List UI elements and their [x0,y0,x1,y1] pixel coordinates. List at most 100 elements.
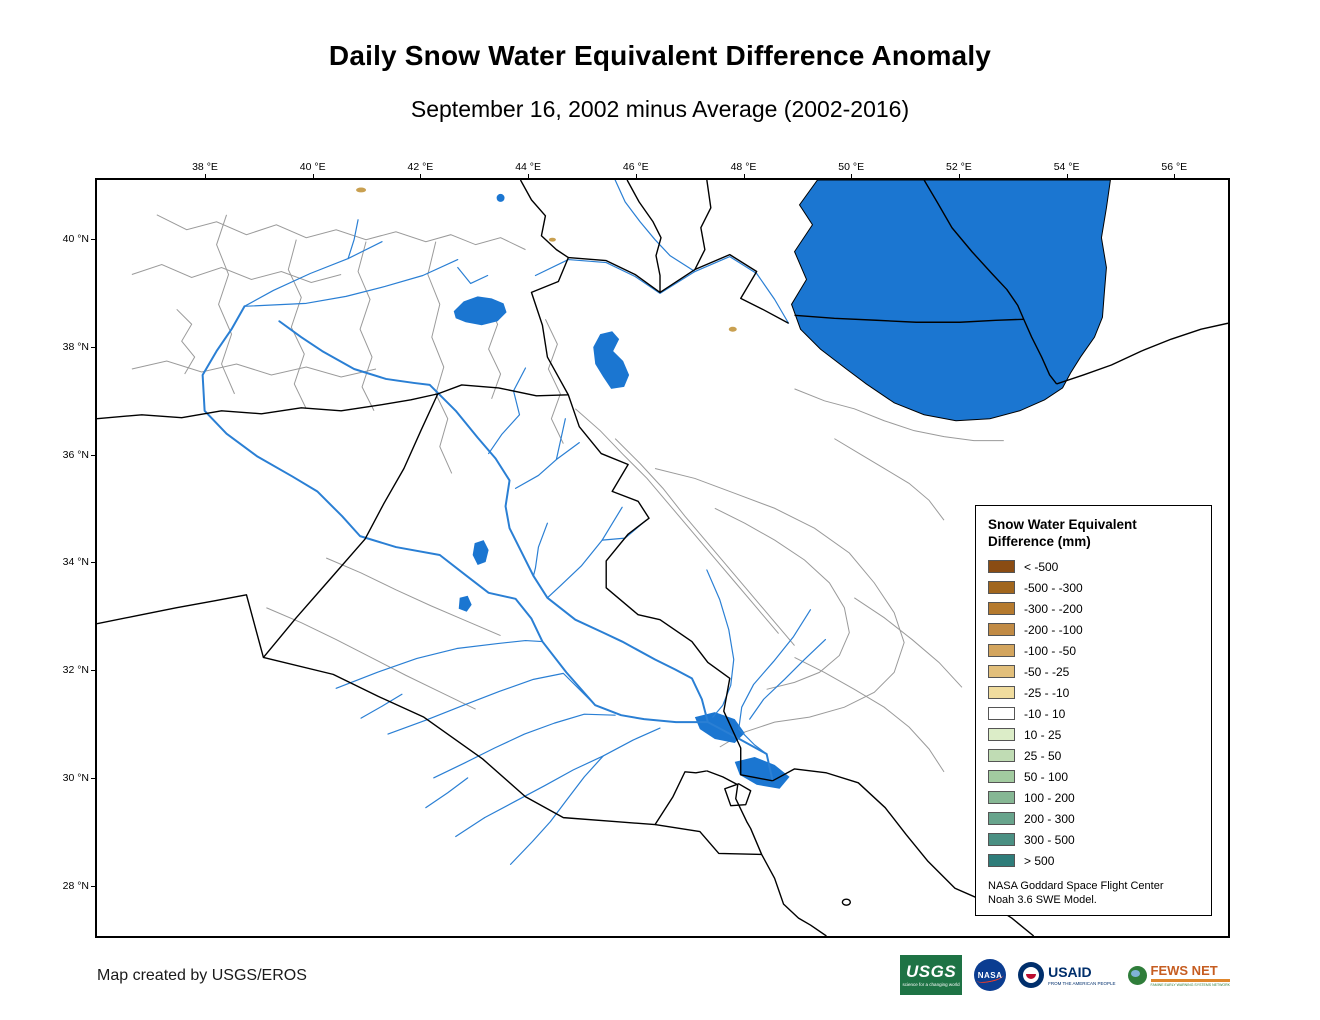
lon-tick-label: 50 °E [838,161,865,173]
legend-label: > 500 [1024,853,1055,868]
lat-tick-mark [91,885,97,887]
lon-tick-label: 48 °E [730,161,757,173]
legend-entry: -100 - -50 [988,640,1203,661]
lon-tick-mark [312,174,314,180]
lat-tick-mark [91,239,97,240]
legend-label: < -500 [1024,559,1059,574]
legend-swatch [988,686,1015,699]
legend-swatch [988,581,1015,594]
page-subtitle: September 16, 2002 minus Average (2002-2… [410,96,910,122]
lat-tick-label: 28 °N [62,879,89,892]
usgs-logo: USGS science for a changing world [900,955,963,995]
lat-tick-label: 40 °N [62,233,89,245]
usaid-logo: USAID FROM THE AMERICAN PEOPLE [1018,962,1116,988]
lon-tick-mark [958,174,960,180]
legend-label: 200 - 300 [1024,811,1075,826]
legend-entry: -300 - -200 [988,598,1203,619]
map-frame: Snow Water Equivalent Difference (mm) < … [63,161,1230,938]
legend-title-line1: Snow Water Equivalent [988,517,1137,532]
legend-swatch [988,854,1015,867]
legend-label: 100 - 200 [1024,790,1075,805]
legend-entry: -500 - -300 [988,577,1203,598]
legend-entry: -50 - -25 [988,661,1203,682]
fews-net-logo: FEWS NET FAMINE EARLY WARNING SYSTEMS NE… [1127,962,1230,987]
usgs-logo-text: USGS [905,961,957,981]
footer-logos: USGS science for a changing world NASA U… [900,955,1230,995]
nasa-logo: NASA [974,959,1007,991]
lon-tick-label: 38 °E [192,161,218,173]
nasa-logo-text: NASA [977,970,1003,980]
legend-swatch [988,833,1015,846]
legend-swatch [988,791,1015,804]
legend-note-line2: Noah 3.6 SWE Model. [988,894,1097,906]
lon-tick-label: 44 °E [515,161,541,173]
legend-swatch [988,770,1015,783]
legend-entry: > 500 [988,850,1203,871]
lon-tick-label: 54 °E [1053,161,1080,173]
lat-tick-label: 32 °N [62,664,89,677]
anomaly-specks [356,187,737,332]
legend-entry: 100 - 200 [988,787,1203,808]
legend-entry: -200 - -100 [988,619,1203,640]
legend-note: NASA Goddard Space Flight Center Noah 3.… [988,879,1203,907]
legend-entry: 50 - 100 [988,766,1203,787]
legend-entry: 10 - 25 [988,724,1203,745]
usaid-seal-icon [1018,962,1045,988]
legend-note-line1: NASA Goddard Space Flight Center [988,880,1164,892]
fews-globe-icon [1127,965,1147,985]
legend-title-line2: Difference (mm) [988,534,1091,549]
lakes [453,193,790,789]
lon-tick-mark [635,174,637,180]
lon-tick-mark [851,174,853,180]
map-canvas [97,180,1228,936]
lat-tick-mark [91,670,97,672]
legend-label: -10 - 10 [1024,706,1066,721]
lon-tick-mark [1066,174,1068,180]
rivers [201,180,827,865]
lat-tick-label: 36 °N [62,448,89,461]
lon-tick-label: 46 °E [622,161,649,173]
lon-tick-mark [420,174,422,180]
legend-swatch [988,623,1015,636]
lat-tick-mark [91,778,97,779]
fews-logo-text: FEWS NET [1150,962,1218,978]
legend-entry: < -500 [988,556,1203,577]
lon-tick-mark [743,174,745,180]
caspian-sea [790,180,1111,422]
lon-tick-label: 56 °E [1161,161,1188,173]
legend-label: 300 - 500 [1024,832,1075,847]
lat-tick-mark [91,454,97,456]
lat-tick-mark [91,346,97,348]
legend-entry: -25 - -10 [988,682,1203,703]
legend-swatch [988,812,1015,825]
lat-tick-label: 38 °N [62,340,89,353]
legend: Snow Water Equivalent Difference (mm) < … [975,505,1212,916]
lon-tick-mark [205,174,206,180]
usaid-logo-text-block: USAID FROM THE AMERICAN PEOPLE [1048,965,1115,986]
fews-logo-bar [1150,978,1230,982]
legend-swatch [988,602,1015,615]
legend-swatch [988,749,1015,762]
legend-entry: 300 - 500 [988,829,1203,850]
legend-label: 25 - 50 [1024,748,1062,763]
lon-tick-mark [528,174,530,180]
legend-swatch [988,665,1015,678]
usaid-logo-tagline: FROM THE AMERICAN PEOPLE [1048,980,1116,986]
page-title: Daily Snow Water Equivalent Difference A… [328,40,992,71]
legend-label: 50 - 100 [1024,769,1069,784]
legend-label: -500 - -300 [1024,580,1083,595]
legend-label: -200 - -100 [1024,622,1083,637]
usaid-logo-text: USAID [1048,963,1092,980]
lat-tick-label: 34 °N [62,556,89,569]
legend-entry: -10 - 10 [988,703,1203,724]
legend-label: -25 - -10 [1024,685,1070,700]
legend-title: Snow Water Equivalent Difference (mm) [988,516,1203,550]
legend-label: -100 - -50 [1024,643,1077,658]
lon-tick-mark [1174,174,1176,180]
watershed-boundaries [131,214,1004,773]
lat-tick-mark [91,562,97,564]
legend-swatch [988,560,1015,573]
lon-tick-label: 42 °E [407,161,434,173]
country-borders [97,180,1228,936]
legend-label: 10 - 25 [1024,727,1062,742]
